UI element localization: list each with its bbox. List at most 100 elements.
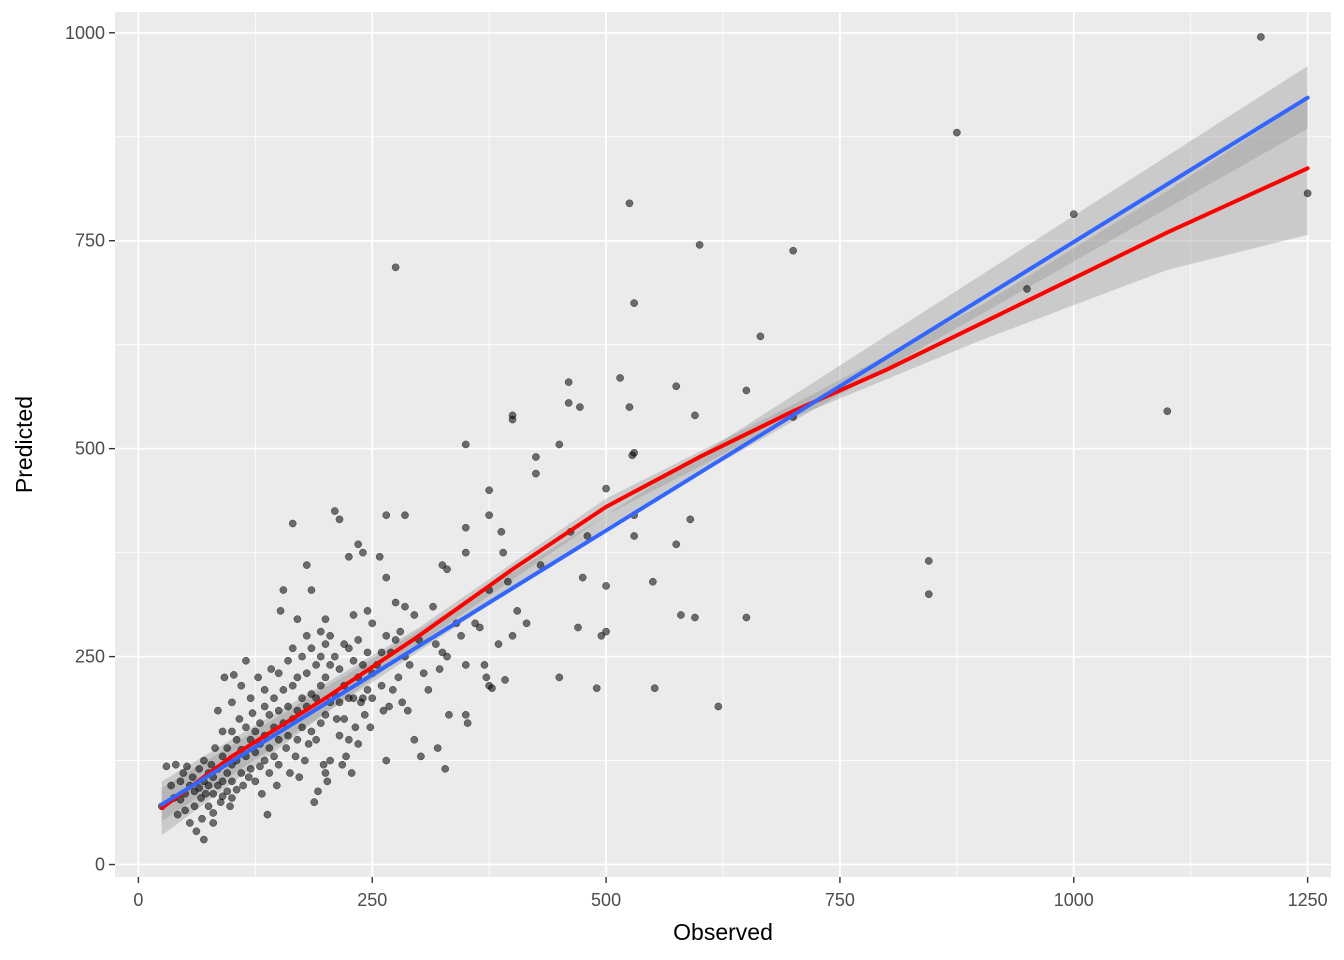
data-point	[272, 781, 281, 790]
data-point	[756, 332, 765, 341]
data-point	[485, 511, 494, 520]
data-point	[195, 784, 204, 792]
data-point	[207, 760, 216, 769]
data-point	[218, 752, 227, 761]
data-point	[218, 727, 227, 736]
data-point	[410, 735, 419, 744]
data-point	[461, 710, 470, 719]
data-point	[592, 684, 601, 693]
data-point	[1256, 33, 1265, 41]
data-point	[625, 403, 634, 411]
data-point	[301, 756, 309, 765]
data-point	[630, 299, 638, 307]
data-point	[204, 802, 213, 811]
data-point	[480, 661, 489, 669]
data-point	[714, 702, 723, 711]
data-point	[410, 611, 419, 619]
data-point	[228, 698, 236, 707]
data-point	[274, 760, 283, 769]
data-point	[307, 727, 316, 736]
data-point	[237, 681, 246, 690]
data-point	[192, 827, 201, 836]
data-point	[349, 694, 358, 703]
data-point	[501, 676, 509, 684]
data-point	[200, 835, 208, 844]
data-point	[499, 548, 508, 557]
data-point	[279, 686, 288, 694]
data-point	[190, 802, 199, 811]
data-point	[183, 762, 191, 771]
data-point	[403, 706, 412, 715]
data-point	[555, 440, 564, 449]
data-point	[321, 640, 330, 648]
data-point	[485, 486, 494, 495]
data-point	[288, 644, 297, 653]
data-point	[260, 686, 269, 694]
data-point	[344, 735, 353, 744]
data-point	[246, 694, 255, 703]
data-point	[179, 769, 188, 777]
data-point	[326, 661, 334, 669]
data-point	[463, 719, 472, 727]
data-point	[248, 709, 257, 717]
data-point	[354, 740, 363, 748]
data-point	[578, 573, 587, 582]
data-point	[398, 698, 407, 707]
data-point	[445, 710, 453, 719]
data-point	[344, 552, 353, 561]
linear-fit-line	[159, 95, 1310, 807]
data-point	[354, 540, 363, 549]
data-point	[443, 565, 451, 574]
x-tick-label: 1250	[1288, 890, 1328, 910]
data-point	[461, 440, 470, 449]
data-point	[382, 631, 391, 640]
data-point	[335, 515, 344, 524]
data-point	[307, 586, 316, 594]
data-point	[368, 694, 377, 703]
data-point	[616, 374, 624, 382]
data-point	[298, 694, 306, 703]
linear-fit-confidence-band	[161, 66, 1308, 822]
data-point	[291, 752, 300, 761]
data-point	[360, 710, 369, 719]
data-point	[220, 673, 229, 682]
data-point	[742, 613, 751, 622]
data-point	[475, 623, 484, 632]
data-point	[461, 548, 470, 557]
x-tick-label: 0	[133, 890, 143, 910]
data-point	[482, 673, 491, 682]
data-point	[276, 606, 285, 615]
data-point	[211, 744, 219, 752]
data-point	[173, 810, 182, 819]
data-point	[246, 765, 255, 773]
y-tick-label: 1000	[65, 23, 105, 43]
data-point	[677, 611, 685, 619]
data-point	[382, 756, 391, 765]
data-point	[388, 686, 397, 694]
data-point	[368, 619, 377, 628]
data-point	[321, 673, 330, 682]
data-point	[382, 511, 391, 520]
data-point	[171, 760, 180, 769]
data-point	[310, 798, 319, 806]
data-point	[260, 702, 269, 711]
data-point	[672, 382, 681, 391]
data-point	[235, 715, 244, 723]
data-point	[789, 246, 798, 255]
data-point	[188, 773, 197, 782]
data-point	[401, 511, 409, 520]
data-point	[338, 760, 347, 769]
data-point	[185, 819, 194, 827]
data-point	[335, 698, 344, 707]
data-point	[401, 602, 409, 611]
data-point	[298, 652, 306, 661]
data-point	[267, 665, 276, 673]
data-point	[321, 769, 330, 777]
data-point	[265, 769, 274, 777]
data-point	[672, 540, 681, 549]
data-point	[307, 644, 316, 653]
data-point	[691, 411, 699, 420]
data-point	[335, 665, 344, 673]
data-point	[326, 756, 334, 765]
data-point	[256, 762, 264, 771]
